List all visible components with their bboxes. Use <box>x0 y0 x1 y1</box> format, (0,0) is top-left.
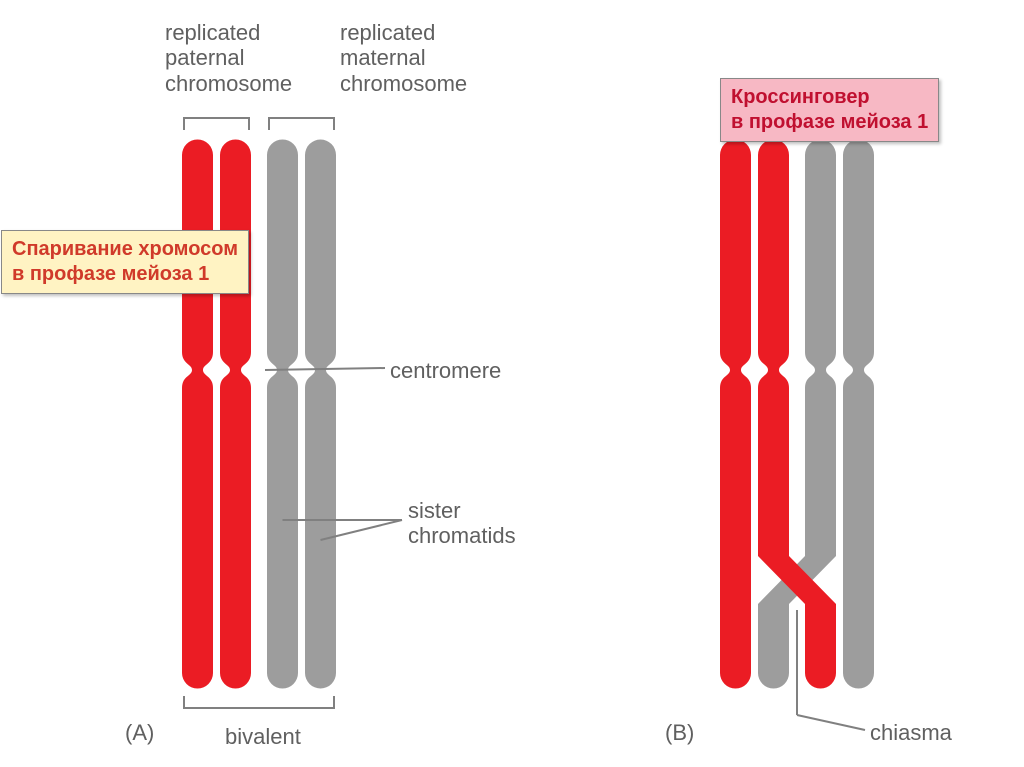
A-grey-chromatid-1 <box>267 140 298 689</box>
label-bivalent: bivalent <box>225 724 301 749</box>
B-grey-chromatid-outer <box>843 140 874 689</box>
panel-label-b: (B) <box>665 720 694 745</box>
caption-crossover: Кроссинговерв профазе мейоза 1 <box>720 78 939 142</box>
bracket-bivalent <box>184 696 334 708</box>
label-centromere: centromere <box>390 358 501 383</box>
bracket <box>184 118 249 130</box>
bracket <box>269 118 334 130</box>
A-red-chromatid-1 <box>182 140 213 689</box>
A-red-chromatid-2 <box>220 140 251 689</box>
leader-chiasma <box>797 715 865 730</box>
A-grey-chromatid-2 <box>305 140 336 689</box>
label-paternal: replicatedpaternalchromosome <box>165 20 292 96</box>
caption-pairing: Спаривание хромосомв профазе мейоза 1 <box>1 230 249 294</box>
label-sister-chromatids: sisterchromatids <box>408 498 516 549</box>
label-chiasma: chiasma <box>870 720 952 745</box>
label-maternal: replicatedmaternalchromosome <box>340 20 467 96</box>
panel-label-a: (A) <box>125 720 154 745</box>
B-red-chromatid-outer <box>720 140 751 689</box>
